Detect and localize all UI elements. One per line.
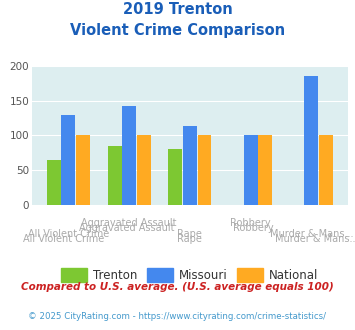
Bar (108, 146, 121, 205)
Bar (137, 135, 151, 205)
Bar (319, 135, 333, 205)
Legend: Trenton, Missouri, National: Trenton, Missouri, National (57, 263, 323, 286)
Text: Violent Crime Comparison: Violent Crime Comparison (70, 23, 285, 38)
Text: Rape: Rape (178, 234, 202, 244)
Text: Aggravated Assault: Aggravated Assault (79, 223, 175, 233)
Bar (76, 135, 90, 205)
Bar (244, 135, 258, 205)
Bar (61, 115, 75, 205)
Text: Murder & Mans...: Murder & Mans... (270, 229, 353, 239)
Text: 2019 Trenton: 2019 Trenton (122, 2, 233, 16)
Bar (183, 126, 197, 205)
Bar (258, 135, 272, 205)
Bar (197, 135, 212, 205)
Text: All Violent Crime: All Violent Crime (23, 234, 104, 244)
Bar (305, 77, 318, 205)
Text: © 2025 CityRating.com - https://www.cityrating.com/crime-statistics/: © 2025 CityRating.com - https://www.city… (28, 312, 327, 321)
Bar (168, 149, 182, 205)
Text: Robbery: Robbery (233, 223, 273, 233)
Text: Compared to U.S. average. (U.S. average equals 100): Compared to U.S. average. (U.S. average … (21, 282, 334, 292)
Text: Murder & Mans...: Murder & Mans... (274, 234, 355, 244)
Text: Rape: Rape (178, 229, 202, 239)
Bar (122, 106, 136, 205)
Text: Aggravated Assault: Aggravated Assault (81, 218, 177, 228)
Text: Robbery: Robbery (230, 218, 271, 228)
Text: All Violent Crime: All Violent Crime (28, 229, 109, 239)
Bar (47, 160, 61, 205)
